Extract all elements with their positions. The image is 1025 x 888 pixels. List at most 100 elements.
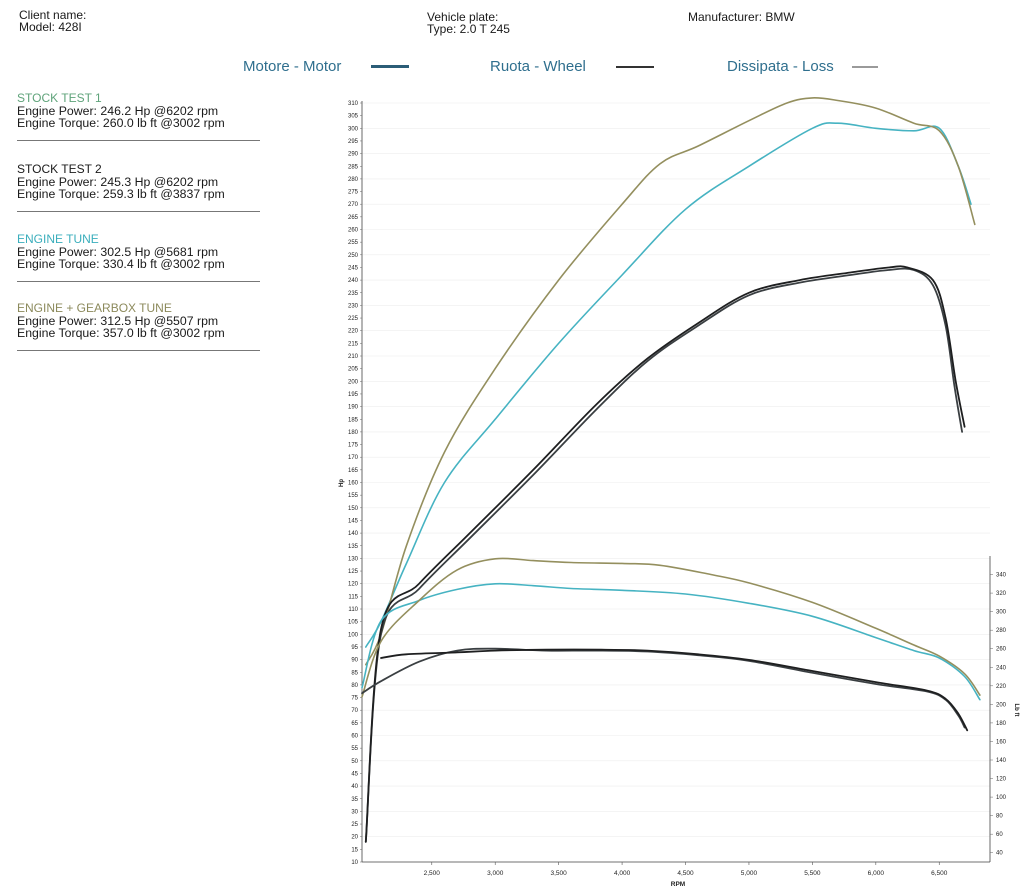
engine-gearbox-tune-title: ENGINE + GEARBOX TUNE xyxy=(17,301,172,315)
y-tick-label: 80 xyxy=(351,683,358,689)
engine-tune-power: Engine Power: 302.5 Hp @5681 rpm xyxy=(17,244,219,259)
legend-motor-label: Motore - Motor xyxy=(243,58,342,75)
y2-tick-label: 100 xyxy=(996,795,1007,801)
y-tick-label: 215 xyxy=(348,341,359,347)
engine-tune-title: ENGINE TUNE xyxy=(17,232,99,246)
y-tick-label: 190 xyxy=(348,405,359,411)
y-tick-label: 45 xyxy=(351,771,358,777)
y-tick-label: 60 xyxy=(351,734,358,740)
y-tick-label: 200 xyxy=(348,379,359,385)
x-tick-label: 5,500 xyxy=(804,870,821,877)
stock-test-2-torque: Engine Torque: 259.3 lb ft @3837 rpm xyxy=(17,187,225,201)
x-tick-label: 4,000 xyxy=(614,870,631,877)
legend-item-loss: Dissipata - Loss xyxy=(727,58,878,75)
y-tick-label: 30 xyxy=(351,809,358,815)
y2-axis-ticks: 40 60 80 100 120 140 160 180 200 220 240 260 280 300 3… xyxy=(990,573,1007,857)
divider xyxy=(17,139,260,141)
y-axis-ticks: 10 15 20 25 30 35 40 45 50 55 60 65 70 75 80 85 90 95 100 1… xyxy=(348,101,362,866)
y2-tick-label: 220 xyxy=(996,684,1007,690)
result-engine-gearbox-tune: ENGINE + GEARBOX TUNE Engine Power: 312.… xyxy=(17,302,260,351)
series-torque-engine-tune xyxy=(361,582,981,701)
y2-tick-label: 40 xyxy=(996,851,1003,857)
y-tick-label: 135 xyxy=(348,544,359,550)
y-tick-label: 275 xyxy=(348,190,359,196)
y-axis-label: Hp xyxy=(339,479,345,487)
x-axis-ticks: 2,500 3,000 3,500 4,000 4,500 5,000 5,500 6,000… xyxy=(424,862,948,877)
y2-tick-label: 180 xyxy=(996,721,1007,727)
chart-grid xyxy=(362,102,990,863)
header-right: Manufacturer: BMW xyxy=(688,11,795,23)
y2-tick-label: 60 xyxy=(996,832,1003,838)
y2-axis-label: Lb ft xyxy=(1013,704,1019,717)
stock-test-2-title: STOCK TEST 2 xyxy=(17,162,102,176)
y2-tick-label: 320 xyxy=(996,591,1007,597)
y-tick-label: 295 xyxy=(348,139,359,145)
divider xyxy=(17,349,260,351)
y-tick-label: 180 xyxy=(348,430,359,436)
y-tick-label: 205 xyxy=(348,367,359,373)
y-tick-label: 20 xyxy=(351,835,358,841)
y-tick-label: 290 xyxy=(348,152,359,158)
series-torque-engine-gearbox-tune xyxy=(361,557,981,698)
y-tick-label: 185 xyxy=(348,417,359,423)
y-tick-label: 220 xyxy=(348,329,359,335)
y-tick-label: 85 xyxy=(351,670,358,676)
stock-test-1-title: STOCK TEST 1 xyxy=(17,91,102,105)
y-tick-label: 100 xyxy=(348,632,359,638)
y2-tick-label: 120 xyxy=(996,777,1007,783)
y-tick-label: 75 xyxy=(351,696,358,702)
stock-test-1-torque: Engine Torque: 260.0 lb ft @3002 rpm xyxy=(17,116,225,130)
y-tick-label: 235 xyxy=(348,291,359,297)
engine-gearbox-tune-torque: Engine Torque: 357.0 lb ft @3002 rpm xyxy=(17,326,225,340)
series-power-engine-tune xyxy=(365,122,972,648)
y-tick-label: 55 xyxy=(351,746,358,752)
result-stock-test-1: STOCK TEST 1 Engine Power: 246.2 Hp @620… xyxy=(17,92,260,141)
y-tick-label: 170 xyxy=(348,455,359,461)
client-name-label: Client name: xyxy=(19,8,87,22)
y-tick-label: 150 xyxy=(348,506,359,512)
y-tick-label: 120 xyxy=(348,582,359,588)
y-tick-label: 145 xyxy=(348,518,359,524)
x-tick-label: 2,500 xyxy=(424,870,441,877)
stock-test-2-power: Engine Power: 245.3 Hp @6202 rpm xyxy=(17,174,219,189)
y-tick-label: 245 xyxy=(348,265,359,271)
chart-series xyxy=(361,97,981,843)
series-torque-stock-test-2 xyxy=(380,648,969,732)
legend-item-motor: Motore - Motor xyxy=(243,58,410,75)
y-tick-label: 10 xyxy=(351,860,358,866)
y-tick-label: 110 xyxy=(348,607,358,613)
engine-gearbox-tune-power: Engine Power: 312.5 Hp @5507 rpm xyxy=(17,313,219,328)
stock-test-1-power: Engine Power: 246.2 Hp @6202 rpm xyxy=(17,103,219,118)
y-tick-label: 25 xyxy=(351,822,358,828)
y-tick-label: 250 xyxy=(348,253,359,259)
vehicle-type-label: Type: 2.0 T 245 xyxy=(427,22,510,36)
y-tick-label: 175 xyxy=(348,443,359,449)
y-tick-label: 230 xyxy=(348,303,359,309)
legend-item-wheel: Ruota - Wheel xyxy=(490,58,654,75)
model-label: Model: 428I xyxy=(19,20,82,34)
y2-tick-label: 240 xyxy=(996,665,1007,671)
chart-legend: Motore - Motor Ruota - Wheel Dissipata -… xyxy=(0,58,1025,82)
vehicle-plate-label: Vehicle plate: xyxy=(427,10,499,24)
y-tick-label: 105 xyxy=(348,620,359,626)
y2-tick-label: 80 xyxy=(996,814,1003,820)
series-power-stock-test-1 xyxy=(364,267,963,843)
y-tick-label: 140 xyxy=(348,531,359,537)
y-tick-label: 305 xyxy=(348,114,359,120)
y-tick-label: 310 xyxy=(348,101,359,107)
legend-loss-swatch xyxy=(851,65,878,68)
engine-tune-torque: Engine Torque: 330.4 lb ft @3002 rpm xyxy=(17,257,225,271)
x-tick-label: 6,000 xyxy=(868,870,885,877)
divider xyxy=(17,210,260,212)
result-stock-test-2: STOCK TEST 2 Engine Power: 245.3 Hp @620… xyxy=(17,163,260,212)
y-tick-label: 270 xyxy=(348,202,359,208)
y-tick-label: 260 xyxy=(348,228,359,234)
y-tick-label: 95 xyxy=(351,645,358,651)
legend-loss-label: Dissipata - Loss xyxy=(727,58,834,75)
x-tick-label: 4,500 xyxy=(677,870,694,877)
series-torque-stock-test-1 xyxy=(361,647,966,729)
y-tick-label: 155 xyxy=(348,493,359,499)
series-power-engine-gearbox-tune xyxy=(365,97,976,666)
result-engine-tune: ENGINE TUNE Engine Power: 302.5 Hp @5681… xyxy=(17,233,260,282)
